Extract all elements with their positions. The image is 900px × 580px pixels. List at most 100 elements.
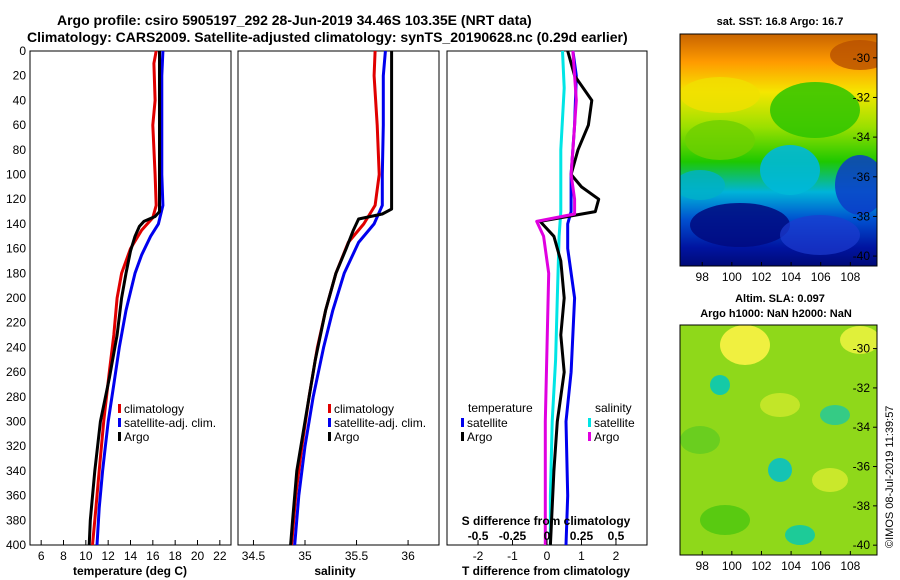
map-x-tick-label: 102: [751, 559, 771, 573]
legend-swatch-satellite: [328, 418, 331, 427]
s-difference-tick-label: -0.25: [499, 529, 527, 543]
depth-tick-label: 380: [6, 513, 26, 527]
x-tick-label: 1: [578, 549, 585, 563]
series-line-s-satellite: [548, 50, 566, 545]
temperature-xlabel: temperature (deg C): [73, 564, 187, 578]
legend-swatch-argo: [328, 432, 331, 441]
depth-tick-label: 320: [6, 439, 26, 453]
legend-label-argo: Argo: [334, 430, 360, 444]
x-tick-label: 12: [101, 549, 115, 563]
depth-tick-label: 280: [6, 390, 26, 404]
depth-tick-label: 220: [6, 316, 26, 330]
map-y-tick-label: -30: [853, 342, 871, 356]
x-tick-label: 10: [79, 549, 93, 563]
depth-tick-label: 160: [6, 242, 26, 256]
depth-tick-label: 240: [6, 340, 26, 354]
legend-title-salinity: salinity: [595, 401, 632, 415]
x-tick-label: 2: [613, 549, 620, 563]
x-tick-label: 20: [191, 549, 205, 563]
legend-swatch-t-satellite: [461, 418, 464, 427]
series-line-argo: [289, 51, 394, 546]
sst-map-frame: [679, 33, 878, 267]
map-x-tick-label: 106: [811, 559, 831, 573]
s-difference-tick-label: 0.25: [570, 529, 594, 543]
temperature-lines: [87, 50, 165, 546]
depth-tick-label: 120: [6, 192, 26, 206]
depth-tick-label: 180: [6, 266, 26, 280]
map-x-tick-label: 98: [696, 270, 710, 284]
x-tick-label: 16: [146, 549, 160, 563]
map-y-tick-label: -30: [853, 51, 871, 65]
map-y-tick-label: -40: [853, 249, 871, 263]
x-tick-label: 22: [213, 549, 227, 563]
legend-label-t-satellite: satellite: [467, 416, 508, 430]
map-x-tick-label: 100: [722, 559, 742, 573]
legend-swatch-t-argo: [461, 432, 464, 441]
temperature-legend: climatology satellite-adj. clim. Argo: [118, 402, 216, 444]
salinity-lines: [289, 50, 394, 546]
legend-label-argo: Argo: [124, 430, 150, 444]
salinity-x-ticks: 34.5 35 35.5 36: [242, 540, 415, 563]
map-y-tick-label: -34: [853, 420, 871, 434]
depth-tick-label: 360: [6, 489, 26, 503]
legend-label-climatology: climatology: [334, 402, 394, 416]
x-tick-label: 35: [298, 549, 312, 563]
sst-heatmap-image: [680, 34, 877, 266]
series-line-satellite-adj-clim-: [293, 50, 387, 546]
difference-x-ticks: -2 -1 0 1 2: [473, 540, 620, 563]
map-y-tick-label: -36: [853, 460, 871, 474]
salinity-legend: climatology satellite-adj. clim. Argo: [328, 402, 426, 444]
depth-tick-label: 340: [6, 464, 26, 478]
map-x-tick-label: 106: [811, 270, 831, 284]
depth-tick-label: 80: [13, 143, 27, 157]
sla-heatmap-image: [680, 325, 877, 555]
salinity-plot-frame: [237, 50, 440, 546]
s-difference-tick-label: 0: [544, 529, 551, 543]
map-x-tick-label: 104: [781, 270, 801, 284]
x-tick-label: -2: [473, 549, 484, 563]
credit-text: ©IMOS 08-Jul-2019 11:39:57: [884, 406, 896, 548]
map-y-tick-label: -38: [853, 209, 871, 223]
series-line-argo: [87, 51, 161, 546]
difference-legend-temperature: temperature satellite Argo: [461, 401, 533, 444]
difference-panel: -2 -1 0 1 2 T difference from climatology S …: [446, 50, 648, 578]
s-difference-tick-label: -0.5: [468, 529, 489, 543]
x-tick-label: 6: [38, 549, 45, 563]
depth-tick-label: 60: [13, 118, 27, 132]
temperature-x-ticks: 6 8 10 12 14 16 18 20 22: [38, 540, 227, 563]
map-y-tick-label: -32: [853, 90, 871, 104]
salinity-panel: 34.5 35 35.5 36 salinity climatology satell…: [237, 50, 440, 578]
x-tick-label: 36: [401, 549, 415, 563]
sst-map-ticks: 98 100 102 104 106 108 -30 -32 -34 -36 -38 -40: [696, 51, 877, 284]
x-tick-label: 18: [168, 549, 182, 563]
legend-label-satellite: satellite-adj. clim.: [334, 416, 426, 430]
legend-swatch-climatology: [328, 404, 331, 413]
sst-map-title: sat. SST: 16.8 Argo: 16.7: [717, 16, 844, 28]
legend-label-s-argo: Argo: [594, 430, 620, 444]
depth-tick-label: 140: [6, 217, 26, 231]
salinity-xlabel: salinity: [314, 564, 356, 578]
sla-map-ticks: 98 100 102 104 106 108 -30 -32 -34 -36 -38 -40: [696, 342, 877, 573]
temperature-panel: 0204060801001201401601802002202402602803…: [6, 44, 647, 578]
difference-legend-salinity: salinity satellite Argo: [588, 401, 635, 444]
sla-map-frame: [679, 324, 878, 556]
difference-lines: [535, 50, 601, 546]
legend-swatch-satellite: [118, 418, 121, 427]
depth-tick-label: 300: [6, 415, 26, 429]
title-line-2: Climatology: CARS2009. Satellite-adjuste…: [27, 29, 628, 45]
depth-tick-label: 0: [19, 44, 26, 58]
depth-tick-label: 400: [6, 538, 26, 552]
legend-label-satellite: satellite-adj. clim.: [124, 416, 216, 430]
legend-swatch-argo: [118, 432, 121, 441]
sla-map: Altim. SLA: 0.097 Argo h1000: NaN h2000:…: [679, 293, 878, 573]
x-tick-label: 34.5: [242, 549, 266, 563]
legend-label-s-satellite: satellite: [594, 416, 635, 430]
difference-xlabel: T difference from climatology: [462, 564, 630, 578]
depth-tick-label: 20: [13, 69, 27, 83]
legend-label-climatology: climatology: [124, 402, 184, 416]
sla-map-title: Altim. SLA: 0.097: [735, 293, 825, 305]
map-x-tick-label: 100: [722, 270, 742, 284]
map-y-tick-label: -38: [853, 499, 871, 513]
map-x-tick-label: 98: [696, 559, 710, 573]
